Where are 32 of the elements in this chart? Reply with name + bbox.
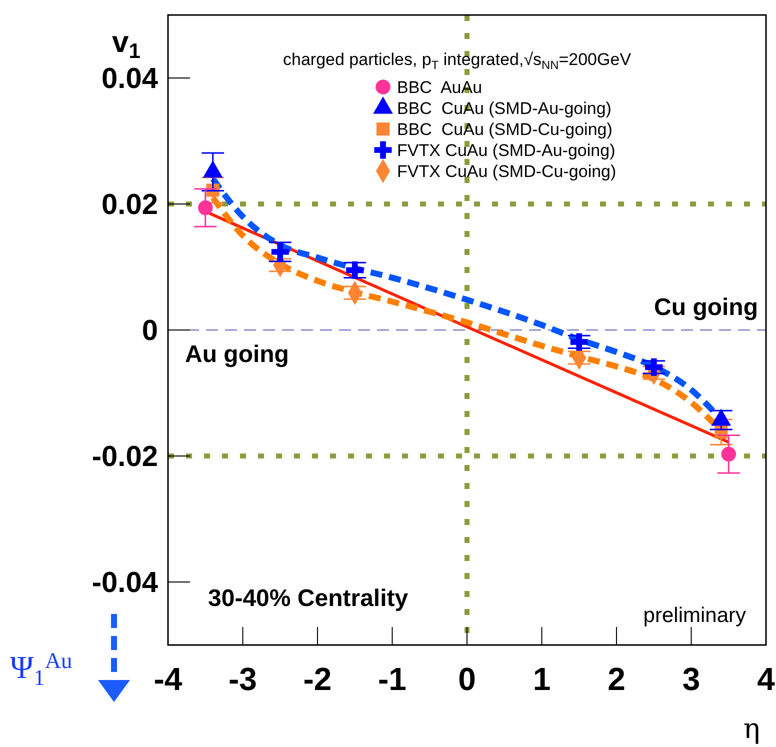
annotation: Cu going: [654, 294, 758, 321]
x-tick-label: -3: [228, 661, 257, 697]
x-axis-title: η: [743, 712, 760, 745]
x-tick-label: -2: [303, 661, 332, 697]
x-tick-label: 3: [682, 661, 700, 697]
point: [645, 358, 663, 376]
point: [271, 243, 289, 261]
legend-label: FVTX CuAu (SMD-Au-going): [397, 140, 616, 160]
x-tick-label: 4: [757, 661, 776, 697]
annotation: preliminary: [643, 604, 746, 627]
y-tick-label: -0.04: [92, 567, 158, 600]
x-tick-label: 1: [532, 661, 551, 697]
x-tick-label: -4: [154, 661, 182, 697]
y-tick-label: -0.02: [92, 441, 158, 474]
point: [721, 446, 736, 462]
point: [570, 333, 588, 351]
x-tick-label: -1: [378, 661, 406, 697]
legend-label: FVTX CuAu (SMD-Cu-going): [397, 162, 616, 181]
point: [198, 200, 213, 216]
y-tick-label: 0: [142, 315, 158, 348]
legend-label: BBC CuAu (SMD-Au-going): [397, 98, 612, 118]
legend-title: charged particles, p$_{T}$ integrated,√s$_{NN}$=200GeV: [283, 50, 632, 72]
point: [346, 261, 364, 279]
x-tick-label: 0: [458, 661, 476, 697]
legend-label: BBC CuAu (SMD-Cu-going): [397, 120, 612, 139]
x-tick-label: 2: [608, 661, 626, 697]
y-tick-label: 0.04: [102, 63, 158, 96]
y-axis-title: v$_{1}$: [112, 26, 141, 64]
y-tick-label: 0.02: [102, 189, 158, 222]
annotation: Au going: [185, 341, 289, 368]
annotation: 30-40% Centrality: [208, 585, 409, 612]
legend-label: BBC AuAu: [397, 78, 482, 97]
